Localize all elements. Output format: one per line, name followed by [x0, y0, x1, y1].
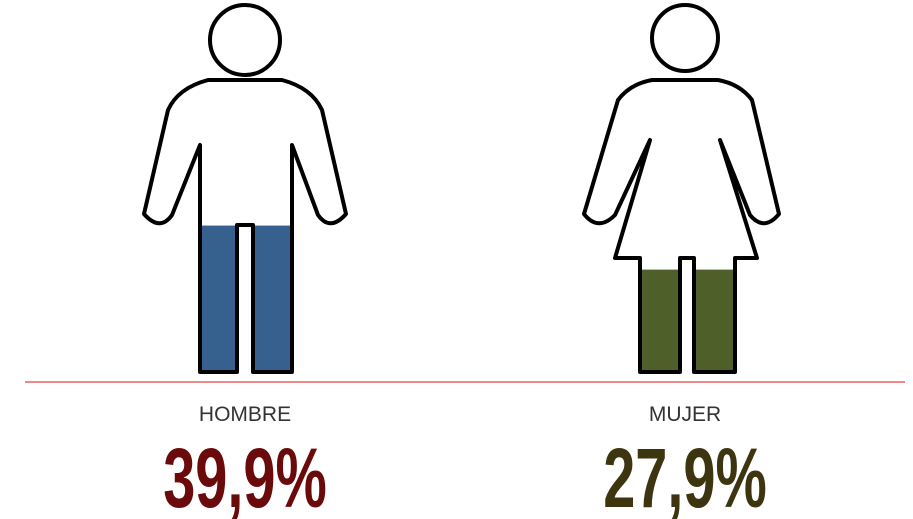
figure-head	[208, 3, 282, 77]
fill-level	[640, 269, 735, 372]
category-label: HOMBRE	[199, 403, 291, 426]
category-label: MUJER	[649, 403, 721, 426]
figure-head	[650, 3, 720, 73]
figure-outline	[142, 78, 348, 374]
value-label: 39,9%	[163, 432, 327, 519]
fill-level	[200, 225, 292, 372]
value-label: 27,9%	[603, 432, 767, 519]
figure-outline	[582, 78, 781, 374]
